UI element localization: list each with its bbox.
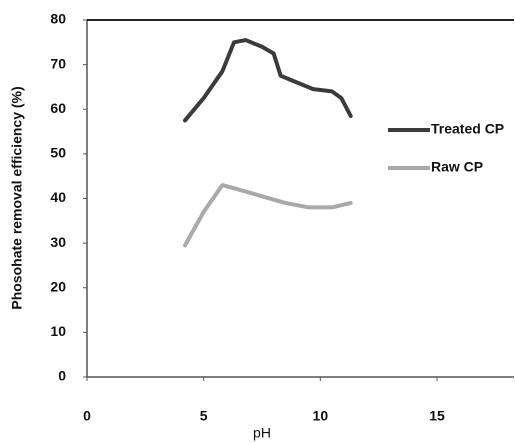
y-tick-label: 10 <box>50 323 66 339</box>
y-tick-label: 0 <box>58 368 66 384</box>
y-tick-label: 80 <box>50 11 66 27</box>
y-tick-label: 50 <box>50 145 66 161</box>
y-tick-label: 20 <box>50 278 66 294</box>
data-line <box>183 183 353 248</box>
x-axis-label: pH <box>253 425 271 441</box>
x-tick-label: 10 <box>313 408 329 424</box>
x-tick-label: 15 <box>429 408 445 424</box>
data-line <box>183 38 353 123</box>
y-tick-label: 30 <box>50 234 66 250</box>
legend-label: Raw CP <box>431 159 483 175</box>
y-tick-label: 60 <box>50 100 66 116</box>
y-tick-label: 70 <box>50 55 66 71</box>
x-tick-label: 5 <box>200 408 208 424</box>
legend-label: Treated CP <box>431 121 504 137</box>
y-axis-label: Phosohate removal efficiency (%) <box>9 86 25 309</box>
y-tick-label: 40 <box>50 189 66 205</box>
x-tick-label: 0 <box>83 408 91 424</box>
